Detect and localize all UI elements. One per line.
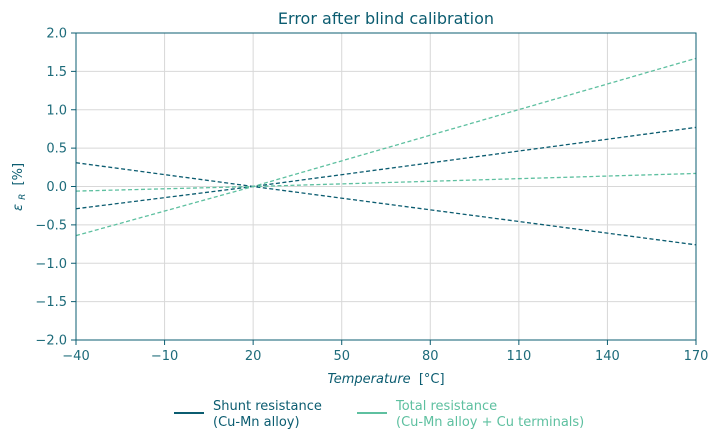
legend-label-total-line1: Total resistance bbox=[395, 399, 497, 414]
y-axis-label-subscript: R bbox=[18, 194, 28, 200]
x-tick-label: 170 bbox=[684, 349, 709, 364]
grid bbox=[75, 32, 697, 341]
x-axis-label-name: Temperature bbox=[327, 372, 410, 387]
y-tick-label: −1.0 bbox=[35, 257, 67, 272]
series-line-shunt-0 bbox=[75, 162, 697, 246]
x-tick-label: 20 bbox=[245, 349, 262, 364]
y-axis-label-unit: [%] bbox=[11, 163, 26, 186]
y-tick-label: 1.0 bbox=[46, 103, 67, 118]
legend: Shunt resistance (Cu-Mn alloy) Total res… bbox=[174, 399, 584, 430]
y-tick-label: −0.5 bbox=[35, 218, 67, 233]
y-axis-label: ε R [%] bbox=[11, 163, 29, 211]
y-tick-label: −2.0 bbox=[35, 334, 67, 349]
y-tick-label: 1.5 bbox=[46, 65, 67, 80]
x-tick-label: 50 bbox=[333, 349, 350, 364]
series-line-total-2 bbox=[75, 172, 697, 192]
series-line-shunt-1 bbox=[75, 126, 697, 210]
legend-label-shunt-line1: Shunt resistance bbox=[213, 399, 322, 414]
series-line-total-3 bbox=[75, 57, 697, 237]
y-tick-label: 2.0 bbox=[46, 27, 67, 42]
y-tick-label: 0.5 bbox=[46, 142, 67, 157]
legend-label-shunt-line2: (Cu-Mn alloy) bbox=[213, 415, 300, 430]
x-tick-label: 80 bbox=[422, 349, 439, 364]
axis-ticks: −40 −10 20 50 80 110 140 170 −2.0 −1.5 −1.0 −0.5 0.0… bbox=[35, 27, 708, 365]
legend-label-total-line2: (Cu-Mn alloy + Cu terminals) bbox=[396, 415, 584, 430]
x-axis-label-unit: [°C] bbox=[419, 372, 445, 387]
x-tick-label: −40 bbox=[62, 349, 89, 364]
x-axis-label: Temperature [°C] bbox=[327, 372, 444, 387]
y-tick-label: 0.0 bbox=[46, 180, 67, 195]
y-tick-label: −1.5 bbox=[35, 295, 67, 310]
x-tick-label: 110 bbox=[506, 349, 531, 364]
chart-title: Error after blind calibration bbox=[278, 9, 494, 28]
x-tick-label: −10 bbox=[151, 349, 178, 364]
series-lines bbox=[75, 57, 697, 246]
y-axis-label-symbol: ε bbox=[11, 204, 26, 211]
x-tick-label: 140 bbox=[595, 349, 620, 364]
